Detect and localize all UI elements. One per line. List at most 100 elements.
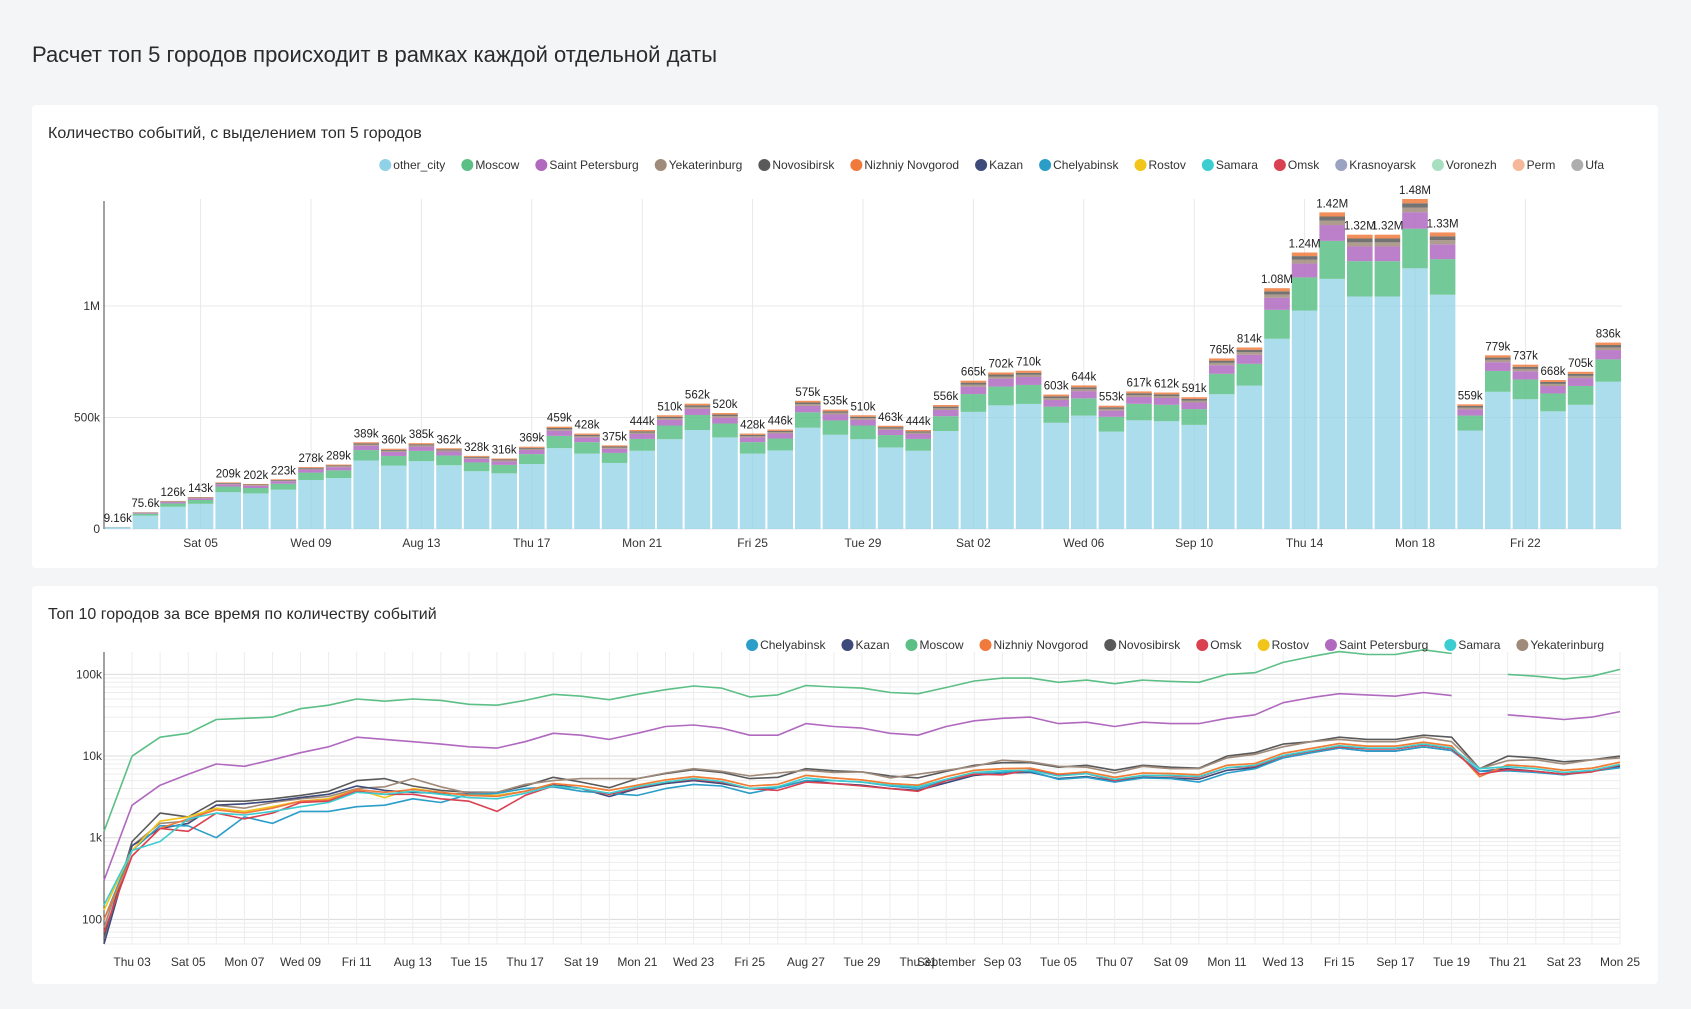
bar-segment-saint-petersburg (1126, 397, 1152, 404)
bar-segment-novosibirsk (1209, 361, 1235, 363)
bar-segment-yekaterinburg (1430, 240, 1456, 244)
bar-segment-moscow (1540, 393, 1566, 411)
bar-chart-legend-swatch (1432, 159, 1444, 171)
bar-segment-yekaterinburg (1126, 395, 1152, 397)
bar-chart-legend-item-ufa[interactable]: Ufa (1571, 158, 1604, 172)
line-chart-panel: Топ 10 городов за все время по количеств… (32, 586, 1658, 984)
bar-chart-legend-swatch (655, 159, 667, 171)
bar-total-label: 360k (381, 435, 406, 447)
line-y-tick-label: 10k (83, 749, 103, 763)
line-chart-legend-label: Saint Petersburg (1339, 638, 1428, 652)
bar-segment-yekaterinburg (740, 436, 766, 437)
line-x-tick-label: Mon 25 (1600, 955, 1640, 969)
bar-segment-other-city (1319, 279, 1345, 529)
bar-segment-nizhniy-novgorod (519, 447, 545, 448)
bar-chart-legend-item-rostov[interactable]: Rostov (1134, 158, 1185, 172)
bar-segment-novosibirsk (1264, 291, 1290, 294)
line-chart-legend-item-chelyabinsk[interactable]: Chelyabinsk (746, 638, 826, 652)
bar-segment-moscow (409, 451, 435, 461)
bar-segment-moscow (547, 436, 573, 448)
bar-segment-nizhniy-novgorod (1154, 393, 1180, 395)
bar-segment-other-city (409, 461, 435, 529)
bar-chart-legend-item-kazan[interactable]: Kazan (975, 158, 1023, 172)
bar-total-label: 444k (906, 416, 931, 428)
bar-segment-moscow (1071, 398, 1097, 415)
line-chart-legend-item-saint-petersburg[interactable]: Saint Petersburg (1325, 638, 1428, 652)
line-x-tick-label: Mon 21 (617, 955, 657, 969)
bar-segment-novosibirsk (1071, 387, 1097, 389)
bar-segment-novosibirsk (574, 435, 600, 436)
bar-segment-moscow (353, 450, 379, 460)
bar-chart-legend-item-yekaterinburg[interactable]: Yekaterinburg (655, 158, 743, 172)
bar-chart-legend-item-voronezh[interactable]: Voronezh (1432, 158, 1497, 172)
bar-chart-legend-item-nizhniy-novgorod[interactable]: Nizhniy Novgorod (850, 158, 959, 172)
line-chart-legend-item-kazan[interactable]: Kazan (841, 638, 889, 652)
line-chart-legend-label: Omsk (1210, 638, 1242, 652)
bar-segment-other-city (1347, 296, 1373, 529)
stacked-bar-chart-panel: Количество событий, с выделением топ 5 г… (32, 105, 1658, 568)
bar-segment-nizhniy-novgorod (1595, 343, 1621, 345)
bar-chart-legend-item-moscow[interactable]: Moscow (461, 158, 519, 172)
bar-segment-yekaterinburg (878, 428, 904, 429)
bar-segment-other-city (133, 516, 159, 529)
bar-chart-legend-item-other-city[interactable]: other_city (379, 158, 445, 172)
bar-chart-legend-item-saint-petersburg[interactable]: Saint Petersburg (535, 158, 638, 172)
bar-segment-saint-petersburg (1347, 246, 1373, 261)
bar-segment-moscow (1402, 229, 1428, 269)
bar-segment-nizhniy-novgorod (574, 434, 600, 435)
bar-segment-moscow (491, 465, 517, 473)
bar-segment-other-city (1402, 268, 1428, 529)
bar-segment-novosibirsk (1568, 374, 1594, 376)
bar-chart-legend-label: Voronezh (1446, 158, 1497, 172)
bar-chart-legend-item-samara[interactable]: Samara (1202, 158, 1258, 172)
line-x-tick-label: Fri 11 (342, 955, 372, 969)
bar-segment-nizhniy-novgorod (933, 405, 959, 407)
line-chart-legend-item-nizhniy-novgorod[interactable]: Nizhniy Novgorod (980, 638, 1089, 652)
bar-segment-moscow (1181, 409, 1207, 425)
bar-x-tick-label: Aug 13 (402, 536, 440, 550)
bar-segment-yekaterinburg (271, 481, 297, 482)
line-chart-legend-label: Rostov (1272, 638, 1309, 652)
bar-segment-yekaterinburg (657, 418, 683, 420)
bar-chart-legend-item-omsk[interactable]: Omsk (1274, 158, 1320, 172)
line-chart-legend-item-rostov[interactable]: Rostov (1258, 638, 1309, 652)
bar-segment-nizhniy-novgorod (878, 426, 904, 427)
bar-segment-saint-petersburg (243, 486, 269, 488)
line-chart-legend-item-yekaterinburg[interactable]: Yekaterinburg (1516, 638, 1604, 652)
bar-segment-moscow (961, 394, 987, 412)
bar-segment-saint-petersburg (491, 461, 517, 465)
line-chart-legend-item-novosibirsk[interactable]: Novosibirsk (1104, 638, 1181, 652)
bar-segment-nizhniy-novgorod (629, 430, 655, 431)
line-chart-legend-item-moscow[interactable]: Moscow (906, 638, 964, 652)
line-x-tick-label: Sat 09 (1153, 955, 1188, 969)
bar-segment-other-city (1181, 425, 1207, 529)
bar-segment-yekaterinburg (629, 433, 655, 434)
bar-segment-other-city (602, 463, 628, 529)
bar-segment-saint-petersburg (1292, 264, 1318, 278)
bar-segment-moscow (160, 503, 186, 506)
bar-segment-other-city (160, 507, 186, 529)
bar-segment-moscow (271, 484, 297, 490)
line-x-tick-label: Sep 17 (1376, 955, 1414, 969)
bar-segment-saint-petersburg (1237, 355, 1263, 364)
bar-segment-saint-petersburg (1595, 350, 1621, 359)
bar-segment-moscow (1264, 310, 1290, 339)
bar-chart-legend-label: Omsk (1288, 158, 1320, 172)
bar-total-label: 644k (1071, 371, 1096, 383)
bar-chart-legend-item-krasnoyarsk[interactable]: Krasnoyarsk (1335, 158, 1417, 172)
bar-total-label: 1.48M (1399, 185, 1431, 197)
bar-total-label: 1.08M (1261, 274, 1293, 286)
bar-segment-moscow (1016, 385, 1042, 404)
line-chart-legend-item-samara[interactable]: Samara (1444, 638, 1500, 652)
bar-chart-legend-item-chelyabinsk[interactable]: Chelyabinsk (1039, 158, 1119, 172)
bar-segment-other-city (1154, 421, 1180, 529)
bar-segment-saint-petersburg (712, 418, 738, 424)
bar-x-tick-label: Fri 25 (737, 536, 768, 550)
line-chart-legend-item-omsk[interactable]: Omsk (1196, 638, 1242, 652)
bar-chart-legend-item-perm[interactable]: Perm (1513, 158, 1556, 172)
bar-segment-other-city (215, 492, 241, 529)
bar-chart-legend-item-novosibirsk[interactable]: Novosibirsk (758, 158, 835, 172)
bar-segment-yekaterinburg (326, 466, 352, 467)
bar-total-label: 556k (933, 391, 958, 403)
bar-segment-saint-petersburg (298, 469, 324, 472)
